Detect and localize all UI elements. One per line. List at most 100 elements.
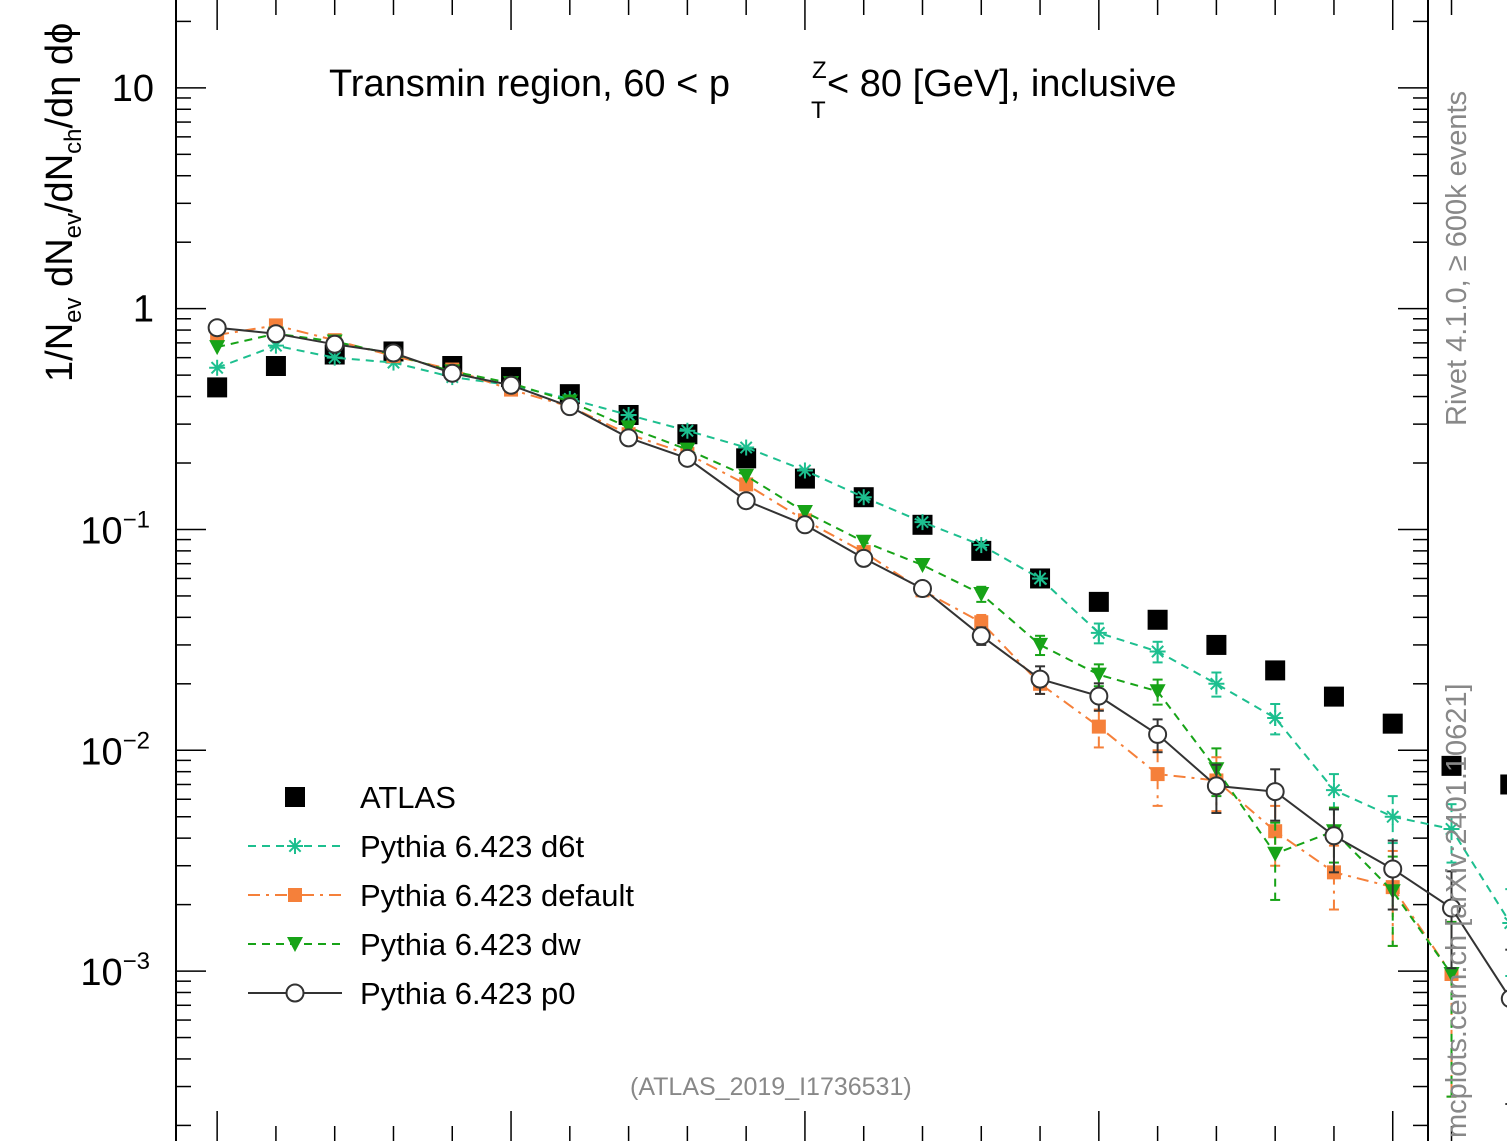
y-tick-label-exponent: −1 — [123, 506, 150, 533]
data-point — [794, 468, 815, 489]
data-point-stroke — [288, 839, 302, 853]
data-point — [1323, 686, 1344, 707]
y-tick-label: 10 — [112, 68, 154, 110]
y-tick-label: 10−3 — [80, 948, 150, 994]
data-point — [383, 343, 403, 363]
legend-item: Pythia 6.423 dw — [248, 927, 581, 962]
data-point — [287, 838, 303, 854]
data-point — [1265, 660, 1286, 681]
chart-title-subscript: T — [811, 97, 826, 124]
series-layer — [207, 318, 1507, 1106]
data-point — [1443, 821, 1460, 838]
y-axis-label-sub: ev — [60, 213, 87, 238]
data-point — [796, 462, 813, 479]
data-point — [1206, 634, 1227, 655]
data-point — [1091, 719, 1106, 734]
series-line — [216, 324, 1453, 975]
data-point — [795, 515, 815, 535]
data-point — [207, 377, 228, 398]
data-point — [854, 548, 874, 568]
data-point — [855, 489, 872, 506]
data-point — [1090, 667, 1107, 683]
data-point — [738, 468, 755, 484]
data-point — [560, 397, 580, 417]
y-tick-label-base: 10 — [80, 731, 122, 773]
chart-title: Transmin region, 60 < p — [329, 63, 730, 105]
data-point — [1149, 643, 1166, 660]
data-point — [1088, 591, 1109, 612]
data-point — [1382, 713, 1403, 734]
y-tick-label-base: 10 — [80, 952, 122, 994]
legend-label: Pythia 6.423 dw — [360, 927, 581, 962]
data-point-stroke — [974, 538, 988, 552]
legend-label: ATLAS — [360, 780, 456, 815]
y-tick-label-exponent: −3 — [123, 948, 150, 975]
y-tick-label-exponent: −2 — [123, 727, 150, 754]
data-point — [207, 318, 227, 338]
data-point — [973, 537, 990, 554]
y-axis-label-part: /dη dϕ — [39, 23, 81, 129]
y-axis-label-sub: ev — [60, 298, 87, 323]
data-point — [914, 558, 931, 574]
data-point — [1208, 675, 1225, 692]
data-point — [620, 406, 637, 423]
data-point-stroke — [857, 490, 871, 504]
svg-text:1/Nev dNev/dNch/dη dϕ: 1/Nev dNev/dNch/dη dϕ — [39, 23, 87, 382]
data-point — [442, 363, 462, 383]
data-point — [285, 983, 305, 1003]
legend-item: ATLAS — [285, 780, 456, 815]
data-point-stroke — [1327, 783, 1341, 797]
data-point — [1325, 782, 1342, 799]
data-point-stroke — [1151, 645, 1164, 658]
data-point — [1267, 846, 1284, 862]
data-point — [1502, 916, 1507, 930]
data-point — [912, 579, 932, 599]
series-pythia-6-423-p0 — [207, 318, 1507, 1106]
data-point — [1206, 776, 1226, 796]
legend-label: Pythia 6.423 default — [360, 878, 634, 913]
data-point — [1147, 609, 1168, 630]
data-point — [1384, 808, 1401, 825]
chart-title-main: Transmin region, 60 < p — [329, 63, 730, 105]
data-point — [855, 534, 872, 550]
legend-item: Pythia 6.423 p0 — [248, 976, 575, 1011]
data-point — [1443, 967, 1460, 983]
data-point-stroke — [1386, 810, 1400, 824]
data-point — [1148, 724, 1168, 744]
legend-label: Pythia 6.423 d6t — [360, 829, 584, 864]
data-point — [736, 491, 756, 511]
data-point — [973, 587, 990, 603]
data-point-stroke — [681, 424, 694, 438]
data-point — [1089, 686, 1109, 706]
data-point-stroke — [210, 361, 224, 375]
data-point — [619, 428, 639, 448]
data-point — [288, 888, 302, 902]
data-point — [738, 439, 755, 456]
data-point — [1265, 782, 1285, 802]
data-point-stroke — [739, 441, 753, 454]
data-point — [1149, 684, 1166, 700]
data-point-stroke — [328, 351, 342, 365]
data-point — [1268, 824, 1283, 839]
legend-label: Pythia 6.423 p0 — [360, 976, 575, 1011]
data-point — [1324, 826, 1344, 846]
data-point — [914, 514, 931, 531]
data-point — [209, 359, 226, 376]
data-point-stroke — [1033, 572, 1047, 585]
data-point — [620, 420, 637, 436]
data-point-stroke — [916, 515, 929, 529]
data-point — [679, 422, 696, 439]
data-point — [1267, 710, 1284, 727]
data-point — [265, 355, 286, 376]
y-axis-label-part: 1/N — [39, 323, 81, 382]
data-point — [501, 375, 521, 395]
data-point — [1441, 755, 1462, 776]
data-point-stroke — [798, 464, 812, 477]
chart-title-superscript: Z — [812, 57, 827, 84]
data-point-stroke — [1092, 626, 1106, 640]
data-point-stroke — [1210, 677, 1223, 691]
y-tick-label: 10−2 — [80, 727, 150, 773]
y-tick-label: 10−1 — [80, 506, 150, 552]
